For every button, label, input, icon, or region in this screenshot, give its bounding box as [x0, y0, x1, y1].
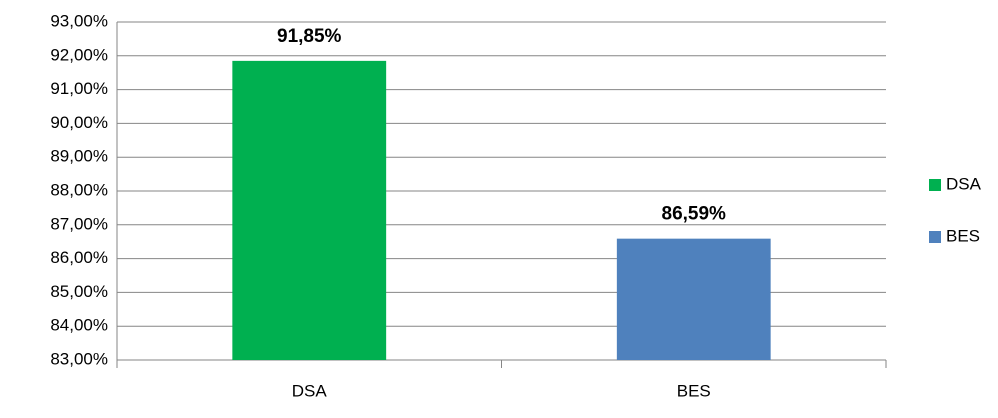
y-tick-label: 93,00% [50, 11, 108, 30]
y-tick-label: 92,00% [50, 45, 108, 64]
y-tick-label: 90,00% [50, 113, 108, 132]
x-tick-label: BES [677, 381, 711, 400]
y-tick-label: 88,00% [50, 180, 108, 199]
y-tick-label: 84,00% [50, 316, 108, 335]
y-tick-label: 89,00% [50, 147, 108, 166]
legend-label: BES [946, 226, 980, 245]
bar [616, 238, 771, 360]
value-label: 91,85% [277, 26, 342, 47]
legend-swatch [929, 231, 941, 243]
legend-swatch [929, 179, 941, 191]
value-label: 86,59% [662, 204, 727, 225]
y-tick-label: 91,00% [50, 79, 108, 98]
x-tick-label: DSA [292, 381, 328, 400]
legend-label: DSA [946, 174, 982, 193]
y-tick-label: 85,00% [50, 282, 108, 301]
y-tick-label: 83,00% [50, 349, 108, 368]
bar [232, 60, 387, 361]
y-tick-label: 86,00% [50, 248, 108, 267]
y-tick-label: 87,00% [50, 214, 108, 233]
